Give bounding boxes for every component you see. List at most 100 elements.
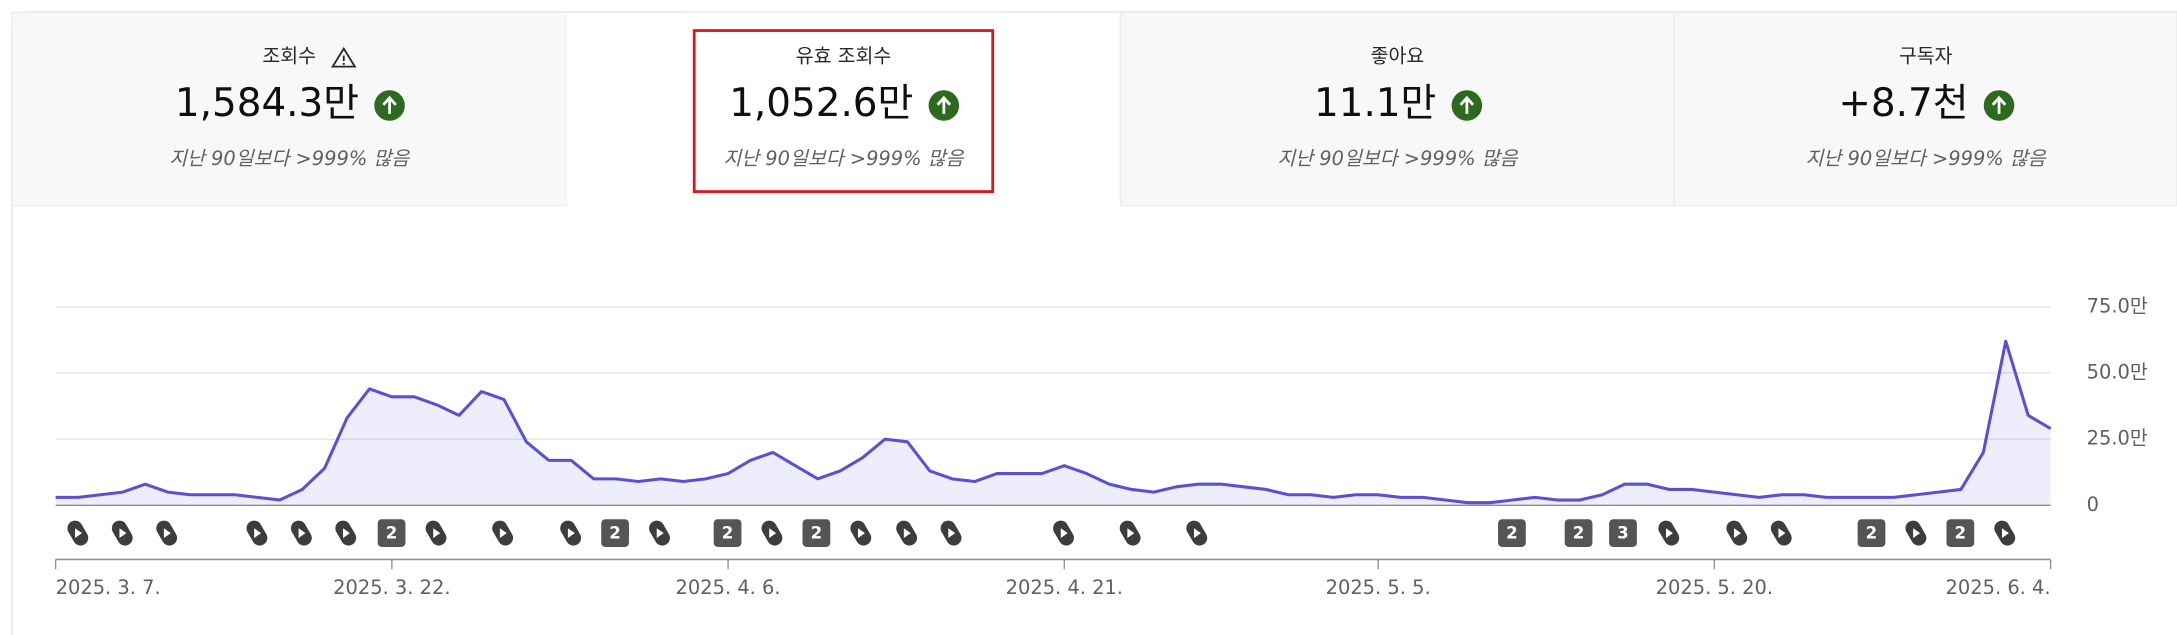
shorts-icon[interactable] [1768, 518, 1794, 548]
x-tick-label: 2025. 3. 7. [56, 576, 161, 599]
x-tick-label: 2025. 3. 22. [333, 576, 450, 599]
content-badge[interactable]: 2 [1946, 519, 1975, 547]
shorts-icon[interactable] [759, 518, 785, 548]
shorts-icon-play [858, 528, 865, 538]
shorts-icon[interactable] [848, 518, 874, 548]
area [55, 341, 2051, 506]
shorts-icon-play [433, 528, 441, 538]
card-label: 유효 조회수 [796, 44, 892, 67]
badge-count: 2 [1506, 523, 1518, 542]
card-change: 지난 90일보다 >999% 많음 [1277, 147, 1518, 170]
shorts-icon-play [948, 528, 956, 538]
shorts-icon[interactable] [489, 518, 515, 548]
badge-box [1857, 519, 1886, 547]
warning-icon [331, 46, 357, 68]
shorts-icon-play [1127, 528, 1135, 538]
badge-count: 2 [722, 523, 734, 542]
card-value: +8.7천 [1838, 81, 1968, 126]
shorts-icon-play [1060, 528, 1068, 538]
shorts-icon[interactable] [1992, 518, 2018, 548]
x-tick-label: 2025. 5. 5. [1326, 576, 1431, 599]
up-arrow-glyph [1459, 95, 1475, 114]
shorts-icon-play [1913, 528, 1921, 538]
badge-count: 2 [1573, 523, 1585, 542]
content-badge[interactable]: 2 [1498, 519, 1526, 547]
y-tick-label: 75.0만 [2087, 294, 2148, 317]
y-tick-label: 25.0만 [2087, 427, 2148, 450]
card-background [1119, 11, 1676, 207]
card-change: 지난 90일보다 >999% 많음 [169, 147, 410, 170]
card-value: 1,052.6만 [729, 81, 913, 126]
card-label: 조회수 [262, 44, 316, 67]
badge-box [377, 519, 406, 547]
shorts-icon-play [298, 528, 306, 538]
highlight-box [692, 29, 995, 193]
content-badge[interactable]: 2 [601, 519, 629, 547]
card-value: 11.1만 [1314, 81, 1436, 126]
shorts-icon[interactable] [646, 518, 672, 548]
shorts-icon[interactable] [1050, 518, 1076, 548]
card-change: 지난 90일보다 >999% 많음 [1806, 147, 2047, 170]
badge-box [1564, 519, 1593, 547]
shorts-icon-play [1734, 528, 1741, 538]
shorts-icon-play [2001, 528, 2009, 538]
badge-count: 2 [1955, 523, 1967, 542]
shorts-icon-play [75, 528, 82, 538]
shorts-icon[interactable] [1184, 518, 1210, 548]
shorts-icon[interactable] [288, 518, 314, 548]
shorts-icon-play [1194, 528, 1201, 538]
content-badge[interactable]: 2 [802, 519, 831, 547]
shorts-icon[interactable] [893, 518, 919, 548]
shorts-icon-play [342, 528, 350, 538]
shorts-icon[interactable] [938, 518, 964, 548]
shorts-icon[interactable] [557, 518, 583, 548]
up-arrow-glyph [1991, 95, 2007, 114]
badge-count: 2 [811, 523, 823, 542]
shorts-icon-play [656, 528, 664, 538]
shorts-icon[interactable] [1724, 518, 1750, 548]
shorts-icon-play [254, 528, 262, 538]
x-tick-label: 2025. 6. 4. [1946, 576, 2051, 599]
badge-box [1498, 519, 1526, 547]
shorts-icon[interactable] [1656, 518, 1682, 548]
y-tick-label: 0 [2087, 493, 2099, 516]
shorts-icon[interactable] [65, 518, 91, 548]
badge-box [713, 519, 742, 547]
x-tick-label: 2025. 4. 6. [676, 576, 781, 599]
shorts-icon[interactable] [153, 518, 179, 548]
up-arrow-glyph [382, 95, 397, 114]
content-badge[interactable]: 2 [1857, 519, 1886, 547]
card-change: 지난 90일보다 >999% 많음 [723, 147, 964, 170]
content-badge[interactable]: 2 [377, 519, 406, 547]
shorts-icon-play [769, 528, 777, 538]
shorts-icon[interactable] [109, 518, 135, 548]
badge-count: 3 [1617, 523, 1629, 542]
card-value: 1,584.3만 [175, 81, 359, 126]
content-badge[interactable]: 3 [1609, 519, 1637, 547]
shorts-icon[interactable] [244, 518, 270, 548]
content-badge[interactable]: 2 [1564, 519, 1593, 547]
shorts-icon-play [1666, 528, 1673, 538]
x-tick-label: 2025. 5. 20. [1656, 576, 1773, 599]
content-badge[interactable]: 2 [713, 519, 742, 547]
badge-count: 2 [386, 523, 398, 542]
badge-box [802, 519, 831, 547]
badge-box [1609, 519, 1637, 547]
shorts-icon[interactable] [423, 518, 449, 548]
chart: 0 25.0만 50.0만 75.0만 2025. 3. 7. 2025. 3. 22. 2… [54, 294, 2148, 599]
x-tick-label: 2025. 4. 21. [1006, 576, 1123, 599]
shorts-icon[interactable] [1117, 518, 1143, 548]
y-tick-label: 50.0만 [2087, 360, 2148, 383]
shorts-icon-play [903, 528, 911, 538]
shorts-icon[interactable] [333, 518, 359, 548]
shorts-icon[interactable] [1903, 518, 1929, 548]
badge-count: 2 [1866, 523, 1878, 542]
shorts-icon-play [567, 528, 575, 538]
up-arrow-glyph [936, 95, 952, 114]
